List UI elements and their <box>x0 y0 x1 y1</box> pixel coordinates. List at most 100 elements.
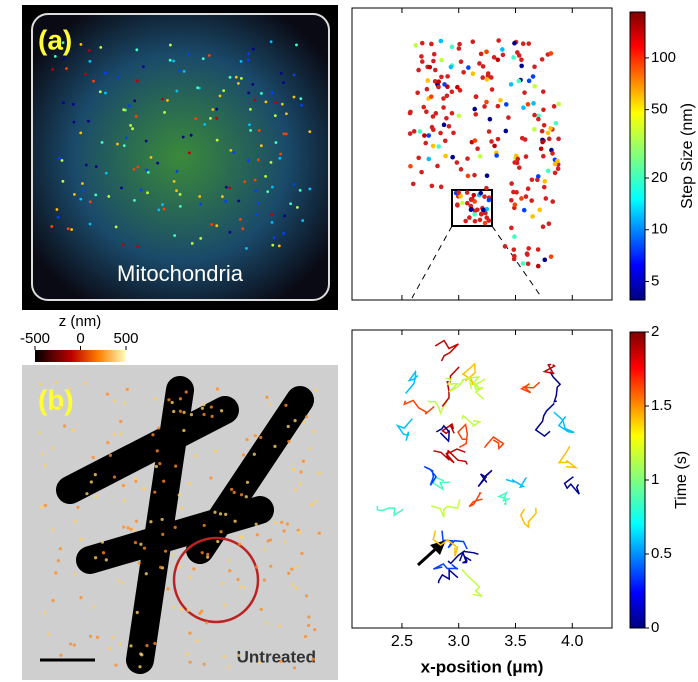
trajectory <box>461 375 486 390</box>
mito-dot <box>104 91 107 95</box>
localization <box>178 409 183 413</box>
trajectory <box>376 505 404 517</box>
localization <box>125 387 129 392</box>
mito-dot <box>187 53 191 57</box>
scatter-dot <box>484 185 489 191</box>
scatter-dot <box>467 215 472 220</box>
localization <box>69 387 73 391</box>
scatter-dot <box>489 87 495 92</box>
mito-dot <box>274 141 278 144</box>
localization <box>254 522 258 526</box>
scatter-dot <box>482 220 488 226</box>
scatter-dot <box>484 49 489 55</box>
mito-dot <box>282 132 286 136</box>
localization <box>314 499 318 504</box>
localization <box>241 453 246 457</box>
scatter-dot <box>508 82 514 87</box>
scatter-dot <box>487 116 493 122</box>
scatter-dot <box>519 135 525 141</box>
localization <box>163 549 168 553</box>
mito-dot <box>166 98 169 102</box>
mito-dot <box>58 156 62 160</box>
trajectory <box>542 363 556 375</box>
mito-dot <box>173 234 177 237</box>
mito-dot <box>88 200 92 204</box>
mito-dot <box>84 72 87 76</box>
scatter-dot <box>430 114 436 119</box>
mito-dot <box>234 75 238 79</box>
scatter-dot <box>419 54 424 59</box>
localization <box>101 551 106 555</box>
mito-dot <box>210 223 214 226</box>
localization <box>239 493 244 497</box>
localization <box>92 605 97 609</box>
localization <box>232 490 236 495</box>
localization <box>292 468 296 472</box>
scatter-dot <box>555 158 560 164</box>
scatter-dot <box>512 234 517 239</box>
mito-dot <box>272 236 276 240</box>
trajectory <box>553 411 575 434</box>
scatter-dot <box>478 51 484 57</box>
trajectory <box>505 477 527 489</box>
localization <box>138 665 142 669</box>
localization <box>56 559 61 563</box>
scatter-dot <box>484 206 490 212</box>
localization <box>160 517 164 522</box>
mito-dot <box>104 71 107 75</box>
mito-dot <box>177 69 181 73</box>
decoration <box>38 38 580 670</box>
localization <box>178 565 182 569</box>
scatter-dot <box>463 218 468 224</box>
scatter-dot <box>480 75 486 80</box>
mito-dot <box>84 163 88 167</box>
trajectory <box>534 402 555 438</box>
scatter-dot <box>485 71 491 76</box>
scatter-dot <box>531 127 537 132</box>
localization <box>161 532 165 536</box>
trajectory <box>445 449 468 465</box>
scatter-dot <box>531 101 536 106</box>
scatter-dot <box>526 78 532 84</box>
mito-dot <box>256 201 260 205</box>
scatter-dot <box>519 57 524 63</box>
scatter-dot <box>532 84 537 89</box>
scatter-dot <box>546 221 552 227</box>
localization <box>202 523 206 528</box>
localization <box>72 643 76 647</box>
trajectory <box>496 491 511 506</box>
scatter-dot <box>520 261 526 266</box>
localization <box>91 455 95 460</box>
mito-dot <box>194 117 198 120</box>
scatter-dot <box>500 52 506 58</box>
localization <box>189 413 194 417</box>
localization <box>118 642 122 646</box>
scatter-dot <box>535 247 541 252</box>
highlight-circle <box>172 536 260 624</box>
zoom-line <box>491 225 543 299</box>
mito-dot <box>129 123 133 127</box>
localization <box>202 403 206 407</box>
scatter-dot <box>532 64 537 70</box>
scatter-dot <box>492 143 497 149</box>
localization <box>314 388 318 393</box>
mito-dot <box>136 165 140 169</box>
localization <box>112 475 117 479</box>
scatter-dot <box>456 190 461 195</box>
scatter-dot <box>519 63 524 69</box>
localization <box>187 481 192 486</box>
localization <box>153 490 157 494</box>
mito-dot <box>55 208 59 211</box>
trajectory <box>477 469 493 488</box>
mito-dot <box>60 159 64 162</box>
mito-dot <box>116 142 119 146</box>
trajectory <box>483 436 505 451</box>
scatter-dot <box>432 67 438 73</box>
localization <box>255 565 259 569</box>
mito-dot <box>278 156 282 160</box>
cells <box>56 376 314 674</box>
localization <box>139 652 143 656</box>
localization <box>173 525 177 529</box>
scatter-dot <box>537 207 543 213</box>
localization <box>94 556 98 560</box>
